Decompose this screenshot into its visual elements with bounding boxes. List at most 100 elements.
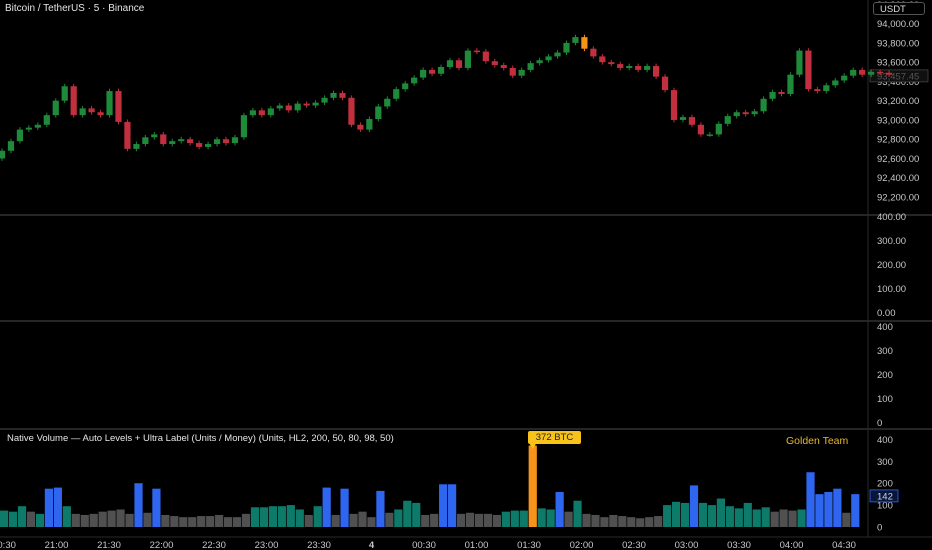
last-price-label: 93,457.45 bbox=[877, 71, 919, 82]
candle-body bbox=[142, 137, 149, 145]
time-tick-label: 22:30 bbox=[202, 540, 226, 550]
pane3-tick-label: 300 bbox=[877, 346, 893, 357]
candle-body bbox=[876, 71, 884, 74]
candle-body bbox=[34, 124, 41, 128]
indicator-label[interactable]: Native Volume — Auto Levels + Ultra Labe… bbox=[7, 433, 394, 444]
volume-bar bbox=[465, 512, 475, 527]
volume-bar bbox=[555, 491, 564, 527]
candle-body bbox=[455, 60, 463, 68]
candle-body bbox=[859, 69, 866, 75]
volume-bar bbox=[439, 484, 448, 527]
candle-body bbox=[841, 75, 848, 81]
time-tick-label: 00:30 bbox=[412, 540, 436, 550]
volume-bar bbox=[689, 485, 699, 527]
volume-bar bbox=[609, 514, 618, 527]
time-tick-label: 20:30 bbox=[0, 540, 16, 550]
volume-bar bbox=[62, 506, 71, 527]
candle-body bbox=[196, 143, 203, 147]
volume-bar bbox=[761, 507, 770, 527]
time-tick-label: 03:30 bbox=[727, 540, 751, 550]
pane3-tick-label: 200 bbox=[877, 370, 893, 381]
price-tick-label: 92,800.00 bbox=[877, 135, 919, 146]
candle-body bbox=[885, 72, 893, 75]
candle-body bbox=[187, 139, 194, 144]
volume-bar bbox=[654, 516, 663, 527]
candle-body bbox=[375, 106, 382, 119]
candle-body bbox=[43, 115, 50, 125]
candle-body bbox=[357, 124, 364, 130]
pane3-tick-label: 100 bbox=[877, 394, 893, 405]
candle-body bbox=[706, 134, 713, 136]
candle-body bbox=[473, 50, 480, 53]
candle-body bbox=[832, 80, 839, 86]
volume-bar bbox=[788, 510, 797, 527]
volume-bar bbox=[537, 508, 546, 527]
candle-body bbox=[536, 60, 543, 64]
volume-bar bbox=[663, 505, 672, 527]
pane2-tick-label: 100.00 bbox=[877, 284, 906, 295]
volume-tick-label: 100 bbox=[877, 501, 893, 512]
volume-bar bbox=[573, 500, 582, 527]
candle-body bbox=[581, 37, 588, 49]
volume-bar bbox=[833, 488, 842, 527]
volume-bar bbox=[815, 494, 824, 527]
volume-bar bbox=[367, 517, 376, 527]
candle-body bbox=[796, 50, 803, 75]
ultra-label-pointer bbox=[529, 443, 537, 449]
candle-body bbox=[554, 52, 561, 57]
candle-body bbox=[115, 91, 122, 122]
volume-bar bbox=[107, 510, 116, 527]
candle-body bbox=[366, 118, 373, 130]
candle-body bbox=[213, 139, 221, 145]
candle-body bbox=[599, 56, 606, 63]
volume-bar bbox=[188, 517, 197, 527]
candle-body bbox=[518, 69, 525, 76]
volume-tick-label: 400 bbox=[877, 435, 893, 446]
candle-body bbox=[124, 121, 131, 149]
candle-body bbox=[303, 103, 310, 106]
candle-body bbox=[482, 51, 489, 62]
price-tick-label: 93,000.00 bbox=[877, 115, 919, 126]
pane2-tick-label: 300.00 bbox=[877, 236, 906, 247]
time-tick-label: 03:00 bbox=[675, 540, 699, 550]
candle-body bbox=[267, 108, 274, 116]
volume-bar bbox=[734, 508, 743, 527]
volume-tick-label: 300 bbox=[877, 457, 893, 468]
volume-bar bbox=[26, 511, 36, 527]
candle-body bbox=[491, 61, 498, 66]
pane2-tick-label: 400.00 bbox=[877, 212, 906, 223]
volume-bar bbox=[71, 513, 80, 527]
volume-bar bbox=[672, 501, 681, 527]
volume-bar bbox=[17, 506, 27, 527]
candle-body bbox=[160, 134, 167, 145]
watermark-label: Golden Team bbox=[786, 435, 849, 447]
candle-body bbox=[500, 65, 507, 68]
pane3-tick-label: 0 bbox=[877, 418, 882, 429]
candle-body bbox=[787, 74, 794, 94]
candle-body bbox=[769, 92, 776, 99]
volume-bar bbox=[546, 509, 555, 527]
last-volume-box bbox=[869, 489, 899, 503]
volume-bar bbox=[752, 509, 761, 527]
volume-bar bbox=[206, 516, 215, 527]
symbol-title[interactable]: Bitcoin / TetherUS · 5 · Binance bbox=[5, 3, 145, 14]
candle-body bbox=[670, 90, 678, 120]
volume-bar bbox=[161, 514, 170, 527]
candle-body bbox=[52, 100, 59, 116]
volume-bar bbox=[636, 518, 645, 527]
volume-bar bbox=[134, 483, 143, 527]
volume-bar bbox=[582, 513, 591, 527]
volume-bar bbox=[197, 516, 206, 527]
volume-bar bbox=[510, 510, 519, 527]
time-tick-label: 21:00 bbox=[45, 540, 69, 550]
volume-bar bbox=[259, 507, 269, 527]
candle-body bbox=[446, 60, 454, 67]
volume-bar bbox=[430, 513, 439, 527]
candle-body bbox=[572, 37, 579, 43]
volume-bar bbox=[53, 487, 62, 527]
candle-body bbox=[285, 105, 292, 111]
volume-bar bbox=[340, 488, 349, 527]
currency-button[interactable]: USDT bbox=[873, 2, 925, 15]
pane2-tick-label: 200.00 bbox=[877, 260, 906, 271]
